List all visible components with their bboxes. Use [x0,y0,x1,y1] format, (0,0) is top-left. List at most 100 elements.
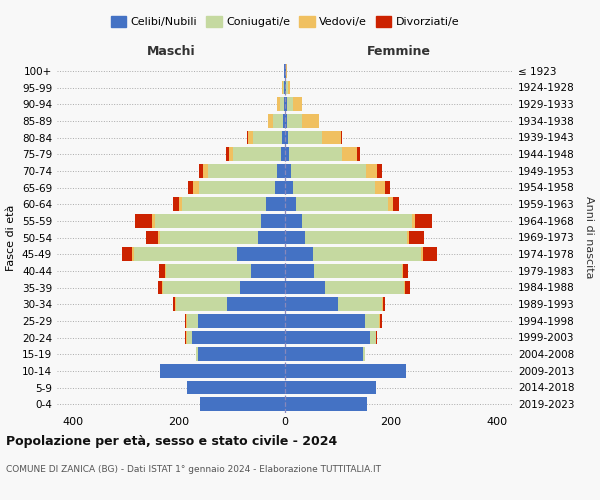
Bar [382,298,383,311]
Bar [305,230,407,244]
Bar [285,114,287,128]
Bar [240,280,285,294]
Bar [237,248,285,261]
Bar [364,348,365,361]
Bar [283,130,285,144]
Bar [357,148,360,161]
Bar [283,114,285,128]
Bar [273,114,283,128]
Bar [285,180,293,194]
Bar [152,214,155,228]
Bar [287,130,322,144]
Bar [196,348,197,361]
Bar [266,198,285,211]
Bar [197,348,285,361]
Bar [403,264,408,278]
Text: Femmine: Femmine [367,44,431,58]
Bar [285,280,325,294]
Bar [385,180,390,194]
Bar [281,148,285,161]
Bar [136,214,152,228]
Bar [285,230,305,244]
Bar [226,148,229,161]
Bar [268,114,273,128]
Bar [233,148,281,161]
Bar [415,214,433,228]
Bar [375,180,385,194]
Bar [285,298,338,311]
Y-axis label: Anni di nascita: Anni di nascita [584,196,594,278]
Text: Maschi: Maschi [146,44,196,58]
Bar [163,280,240,294]
Bar [284,98,285,111]
Bar [160,230,259,244]
Bar [285,148,289,161]
Bar [146,230,158,244]
Bar [187,314,197,328]
Bar [412,214,415,228]
Bar [176,298,227,311]
Bar [409,230,424,244]
Text: Popolazione per età, sesso e stato civile - 2024: Popolazione per età, sesso e stato civil… [6,435,337,448]
Bar [285,214,302,228]
Bar [199,180,275,194]
Bar [193,180,199,194]
Bar [285,314,365,328]
Bar [182,198,266,211]
Bar [289,148,342,161]
Bar [247,130,248,144]
Bar [285,398,367,411]
Bar [322,130,341,144]
Bar [122,248,132,261]
Bar [188,180,193,194]
Bar [296,198,388,211]
Bar [277,98,280,111]
Bar [325,280,404,294]
Bar [380,314,382,328]
Bar [192,330,285,344]
Bar [287,80,290,94]
Bar [388,198,392,211]
Bar [285,248,313,261]
Bar [275,180,285,194]
Bar [248,130,253,144]
Bar [208,164,277,177]
Bar [285,80,286,94]
Bar [277,164,285,177]
Bar [379,314,380,328]
Bar [302,114,319,128]
Bar [404,280,406,294]
Text: COMUNE DI ZANICA (BG) - Dati ISTAT 1° gennaio 2024 - Elaborazione TUTTITALIA.IT: COMUNE DI ZANICA (BG) - Dati ISTAT 1° ge… [6,465,381,474]
Bar [293,180,375,194]
Bar [185,314,186,328]
Bar [285,380,376,394]
Bar [186,314,187,328]
Bar [132,248,134,261]
Bar [166,264,251,278]
Bar [285,264,314,278]
Bar [286,80,287,94]
Bar [285,98,287,111]
Bar [314,264,401,278]
Bar [365,164,377,177]
Bar [164,264,166,278]
Bar [421,248,424,261]
Bar [338,298,382,311]
Bar [283,80,284,94]
Bar [229,148,233,161]
Bar [197,314,285,328]
Bar [285,164,292,177]
Bar [287,114,302,128]
Bar [185,330,186,344]
Bar [200,398,285,411]
Bar [173,198,179,211]
Bar [259,230,285,244]
Bar [134,248,237,261]
Bar [286,64,287,78]
Bar [383,298,385,311]
Bar [313,248,421,261]
Legend: Celibi/Nubili, Coniugati/e, Vedovi/e, Divorziati/e: Celibi/Nubili, Coniugati/e, Vedovi/e, Di… [109,14,461,30]
Bar [158,280,162,294]
Bar [285,348,364,361]
Bar [227,298,285,311]
